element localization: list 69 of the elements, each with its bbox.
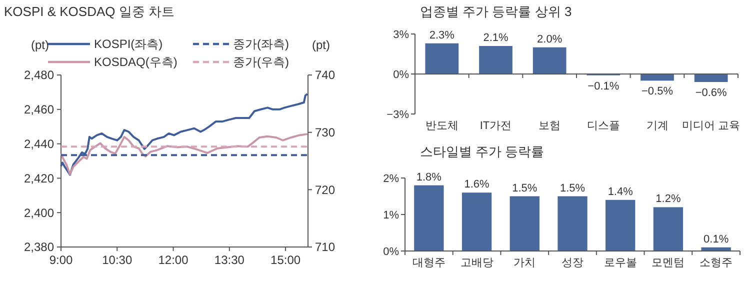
x-tick-label: 9:00 [49, 253, 73, 267]
legend-label: KOSPI(좌측) [94, 37, 163, 52]
legend-label: KOSDAQ(우측) [94, 55, 178, 70]
line-series [60, 133, 308, 176]
x-tick-label: 13:30 [214, 253, 245, 267]
x-tick-label: 12:00 [158, 253, 189, 267]
data-label: 2.1% [483, 32, 508, 44]
y2-tick-label: 730 [315, 126, 336, 140]
chart-title: 스타일별 주가 등락률 [420, 144, 544, 159]
x-tick-label: IT가전 [480, 120, 512, 132]
y-tick-label: 2,420 [24, 171, 54, 186]
data-label: 1.4% [608, 186, 634, 198]
x-tick-label: 소형주 [700, 257, 733, 269]
x-tick-label: 고배당 [460, 257, 494, 269]
x-tick-label: 디스플 [586, 120, 620, 132]
y-tick-label: 2,460 [24, 102, 54, 117]
x-tick-label: 보험 [538, 120, 561, 132]
bar [606, 200, 636, 251]
y-tick-label: 1% [383, 209, 400, 222]
chart-title: KOSPI & KOSDAQ 일중 차트 [4, 4, 174, 19]
x-tick-label: 미디어 교육 [682, 120, 740, 132]
data-label: 1.6% [464, 178, 490, 191]
data-label: −0.6% [695, 87, 728, 99]
y-tick-label: 2,480 [24, 68, 54, 82]
y2-axis-title: (pt) [312, 38, 330, 52]
y2-tick-label: 720 [315, 182, 336, 197]
y-tick-label: 0% [383, 246, 400, 258]
data-label: −0.5% [642, 86, 674, 98]
bar [694, 74, 728, 82]
data-label: 2.3% [429, 29, 455, 42]
x-tick-label: 성장 [562, 257, 584, 269]
legend-label: 종가(좌측) [233, 37, 289, 52]
x-tick-label: 반도체 [425, 120, 458, 132]
line-series [60, 92, 308, 176]
x-tick-label: 10:30 [102, 253, 132, 267]
y-tick-label: 2,400 [24, 206, 54, 220]
y2-tick-label: 710 [315, 240, 336, 254]
bar [532, 47, 566, 74]
bar [414, 185, 444, 251]
y-tick-label: 2,380 [24, 240, 54, 254]
y-tick-label: 3% [393, 28, 410, 41]
x-tick-label: 15:00 [270, 253, 301, 267]
x-tick-label: 모멘텀 [652, 257, 685, 269]
bar [479, 46, 512, 74]
bar [558, 196, 588, 251]
data-label: 1.5% [512, 182, 538, 194]
y-tick-label: 2% [383, 172, 400, 185]
x-tick-label: 기계 [646, 120, 668, 132]
bar [425, 43, 459, 74]
y-tick-label: 2,440 [24, 137, 54, 151]
x-tick-label: 대형주 [412, 257, 446, 269]
bar [640, 74, 674, 81]
y-tick-label: 0% [393, 68, 410, 81]
chart-title: 업종별 주가 등락률 상위 3 [420, 4, 572, 19]
bar [653, 207, 684, 251]
x-tick-label: 로우볼 [604, 257, 637, 269]
data-label: 2.0% [537, 33, 562, 46]
data-label: 0.1% [704, 233, 729, 246]
x-tick-label: 가치 [514, 257, 536, 269]
y2-tick-label: 740 [315, 68, 336, 82]
data-label: −0.1% [588, 80, 620, 92]
legend-label: 종가(우측) [233, 55, 289, 70]
data-label: 1.8% [416, 171, 442, 184]
bar [462, 192, 492, 251]
bar [510, 196, 540, 251]
data-label: 1.5% [560, 182, 586, 194]
y-tick-label: −3% [386, 108, 410, 121]
data-label: 1.2% [656, 193, 681, 206]
y-axis-title: (pt) [31, 38, 50, 52]
